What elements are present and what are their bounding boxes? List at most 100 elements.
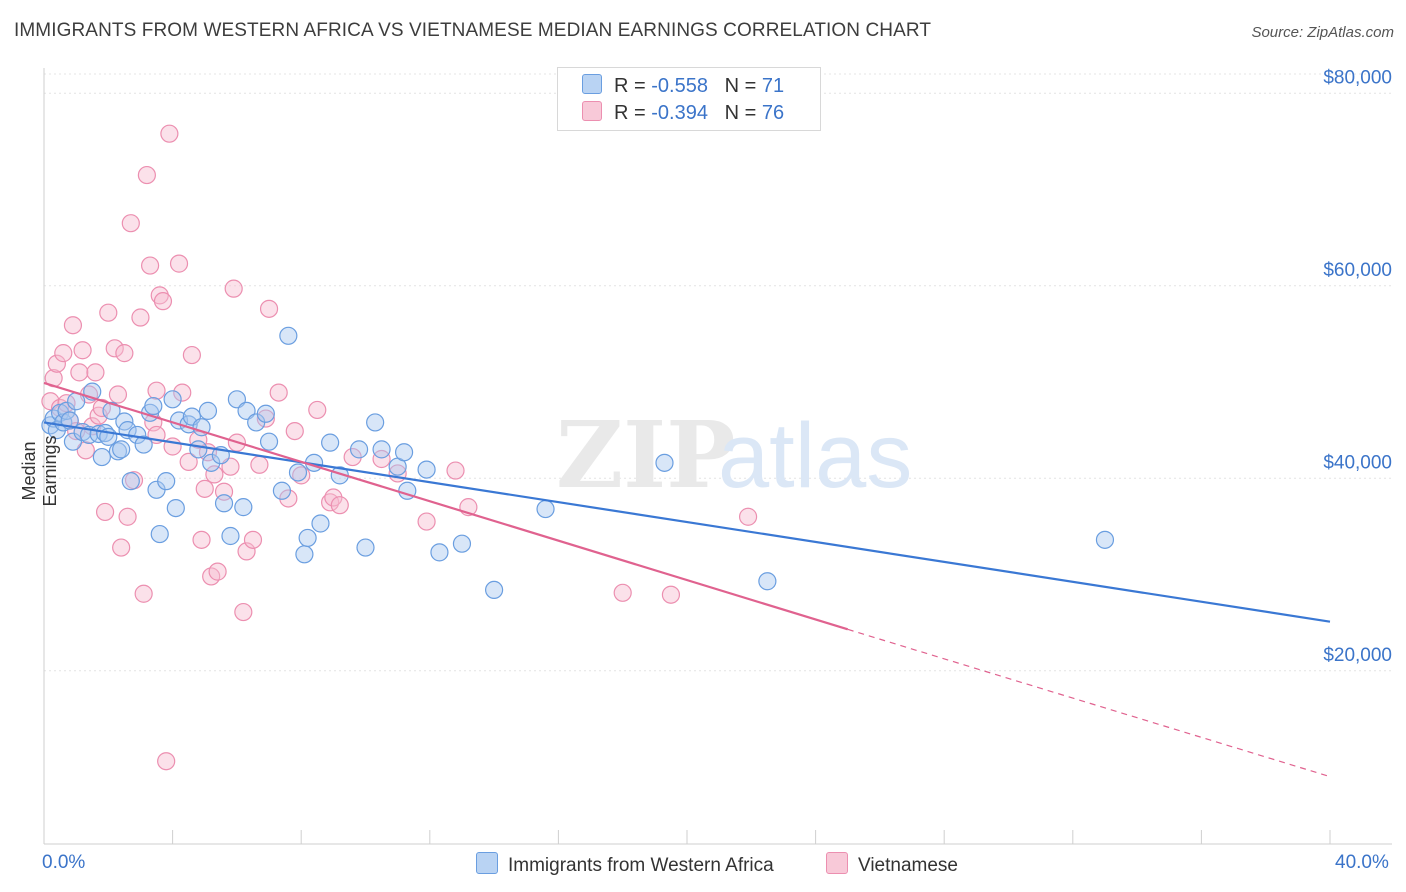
data-point (417, 512, 436, 531)
data-point (308, 400, 327, 420)
data-point (108, 385, 128, 404)
data-point (70, 363, 89, 382)
data-point (661, 585, 681, 604)
vietnamese-points (41, 124, 758, 771)
data-point (195, 479, 214, 498)
data-point (54, 344, 73, 363)
data-point (163, 390, 182, 409)
data-point (63, 432, 83, 451)
data-point (166, 498, 185, 518)
legend-r-value: -0.558 (651, 75, 708, 97)
legend-item-vietnamese[interactable]: Vietnamese (826, 852, 958, 877)
data-point (157, 472, 176, 491)
data-point (150, 524, 169, 544)
data-point (321, 433, 340, 452)
data-point (63, 316, 83, 335)
data-point (1095, 530, 1115, 549)
data-point (256, 409, 275, 428)
data-point (169, 254, 189, 273)
data-point (295, 545, 314, 564)
data-point (256, 404, 275, 423)
data-point (285, 421, 304, 441)
data-point (115, 344, 134, 363)
data-point (108, 442, 128, 461)
data-point (221, 526, 240, 546)
data-point (92, 447, 111, 467)
data-point (173, 383, 192, 402)
data-point (153, 292, 173, 311)
data-point (198, 401, 218, 420)
data-point (50, 403, 70, 422)
data-point (140, 256, 160, 275)
legend-n-label: N = (724, 75, 757, 97)
data-point (446, 461, 465, 480)
y-tick-label: $40,000 (1323, 452, 1392, 473)
data-point (86, 363, 105, 382)
data-point (202, 453, 221, 472)
y-tick-label: $20,000 (1323, 645, 1392, 666)
x-tick-label-max: 40.0% (1335, 852, 1389, 873)
source-label: Source: ZipAtlas.com (1251, 24, 1394, 41)
data-point (137, 165, 156, 185)
trend-lines (43, 381, 1331, 778)
data-point (95, 502, 115, 522)
legend-item-western-africa[interactable]: Immigrants from Western Africa (476, 852, 774, 877)
data-point (224, 279, 243, 298)
chart-title: IMMIGRANTS FROM WESTERN AFRICA VS VIETNA… (14, 20, 932, 41)
legend-series-name: Vietnamese (858, 855, 958, 876)
data-point (259, 299, 279, 318)
data-point (613, 583, 632, 602)
gridlines (44, 73, 1392, 672)
data-point (192, 530, 211, 549)
data-point (150, 286, 169, 305)
legend-swatch-blue (476, 852, 498, 874)
data-point (157, 752, 176, 771)
data-point (349, 440, 369, 459)
data-point (738, 507, 758, 526)
data-point (112, 538, 131, 557)
data-point (485, 580, 504, 600)
watermark: ZIP atlas (556, 401, 912, 509)
data-point (234, 498, 253, 517)
data-point (214, 494, 234, 513)
legend-r-value: -0.394 (651, 102, 708, 124)
data-point (237, 542, 256, 561)
legend-r-label: R = (614, 75, 646, 97)
data-point (536, 499, 555, 519)
legend-row-vietnamese: R = -0.394 N = 76 (582, 101, 784, 127)
axes (43, 68, 1392, 845)
legend-series-name: Immigrants from Western Africa (508, 855, 774, 876)
data-point (112, 440, 131, 459)
data-point (298, 528, 317, 548)
data-point (372, 449, 391, 469)
data-point (655, 453, 674, 472)
correlation-legend: R = -0.558 N = 71 R = -0.394 N = 76 (557, 67, 821, 131)
data-point (272, 481, 292, 500)
data-point (208, 562, 227, 581)
data-point (99, 303, 118, 322)
data-point (160, 124, 179, 143)
data-point (452, 534, 472, 553)
data-point (417, 460, 436, 479)
trend-line-vietnamese-extrapolated (847, 628, 1331, 778)
watermark-zip: ZIP (556, 401, 735, 509)
data-point (250, 455, 269, 474)
y-tick-label: $60,000 (1323, 260, 1392, 281)
data-point (47, 354, 66, 373)
western-africa-points (41, 326, 1115, 600)
data-point (330, 496, 349, 515)
data-point (105, 339, 124, 358)
data-point (311, 514, 330, 533)
data-point (102, 401, 121, 420)
data-point (121, 472, 140, 491)
data-point (269, 383, 288, 402)
data-point (144, 396, 163, 416)
data-point (366, 413, 385, 432)
data-point (356, 538, 375, 557)
watermark-atlas: atlas (718, 405, 912, 507)
y-tick-labels: $20,000 $40,000 $60,000 $80,000 (1323, 67, 1392, 666)
legend-n-value: 71 (761, 75, 785, 97)
data-point (243, 530, 263, 549)
data-point (76, 441, 95, 460)
